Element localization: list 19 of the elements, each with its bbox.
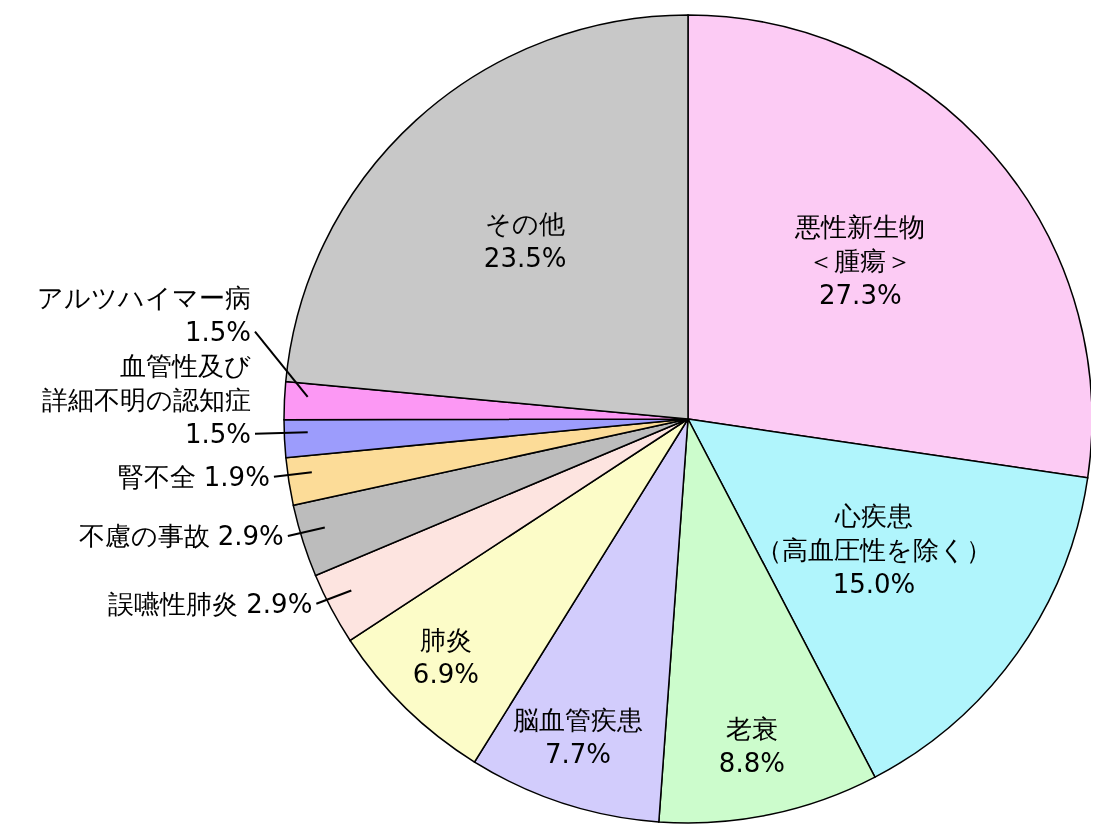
data-label: 7.7% [545, 738, 612, 769]
data-label: 23.5% [483, 242, 567, 273]
slice-label: 不慮の事故 2.9% [78, 521, 284, 552]
data-label: 6.9% [412, 658, 479, 689]
slice-label: 悪性新生物＜腫瘍＞ [794, 211, 926, 276]
data-label: 15.0% [832, 568, 916, 599]
slice-label: その他 [485, 208, 566, 239]
data-label: 8.8% [718, 748, 785, 779]
data-label: 1.5% [184, 418, 251, 449]
slice-label: 誤嚥性肺炎 2.9% [108, 588, 313, 619]
slice-label: 老衰 [725, 714, 778, 745]
slice-label: 腎不全 1.9% [117, 461, 270, 492]
data-label: 27.3% [819, 279, 902, 310]
slice-label: 脳血管疾患 [513, 704, 644, 735]
slice-label: 血管性及び詳細不明の認知症 [42, 350, 251, 415]
slice-label: 肺炎 [419, 624, 472, 655]
slice-label: アルツハイマー病 [37, 282, 251, 313]
slice-label: 心疾患（高血圧性を除く） [755, 500, 992, 565]
data-label: 1.5% [184, 316, 251, 347]
